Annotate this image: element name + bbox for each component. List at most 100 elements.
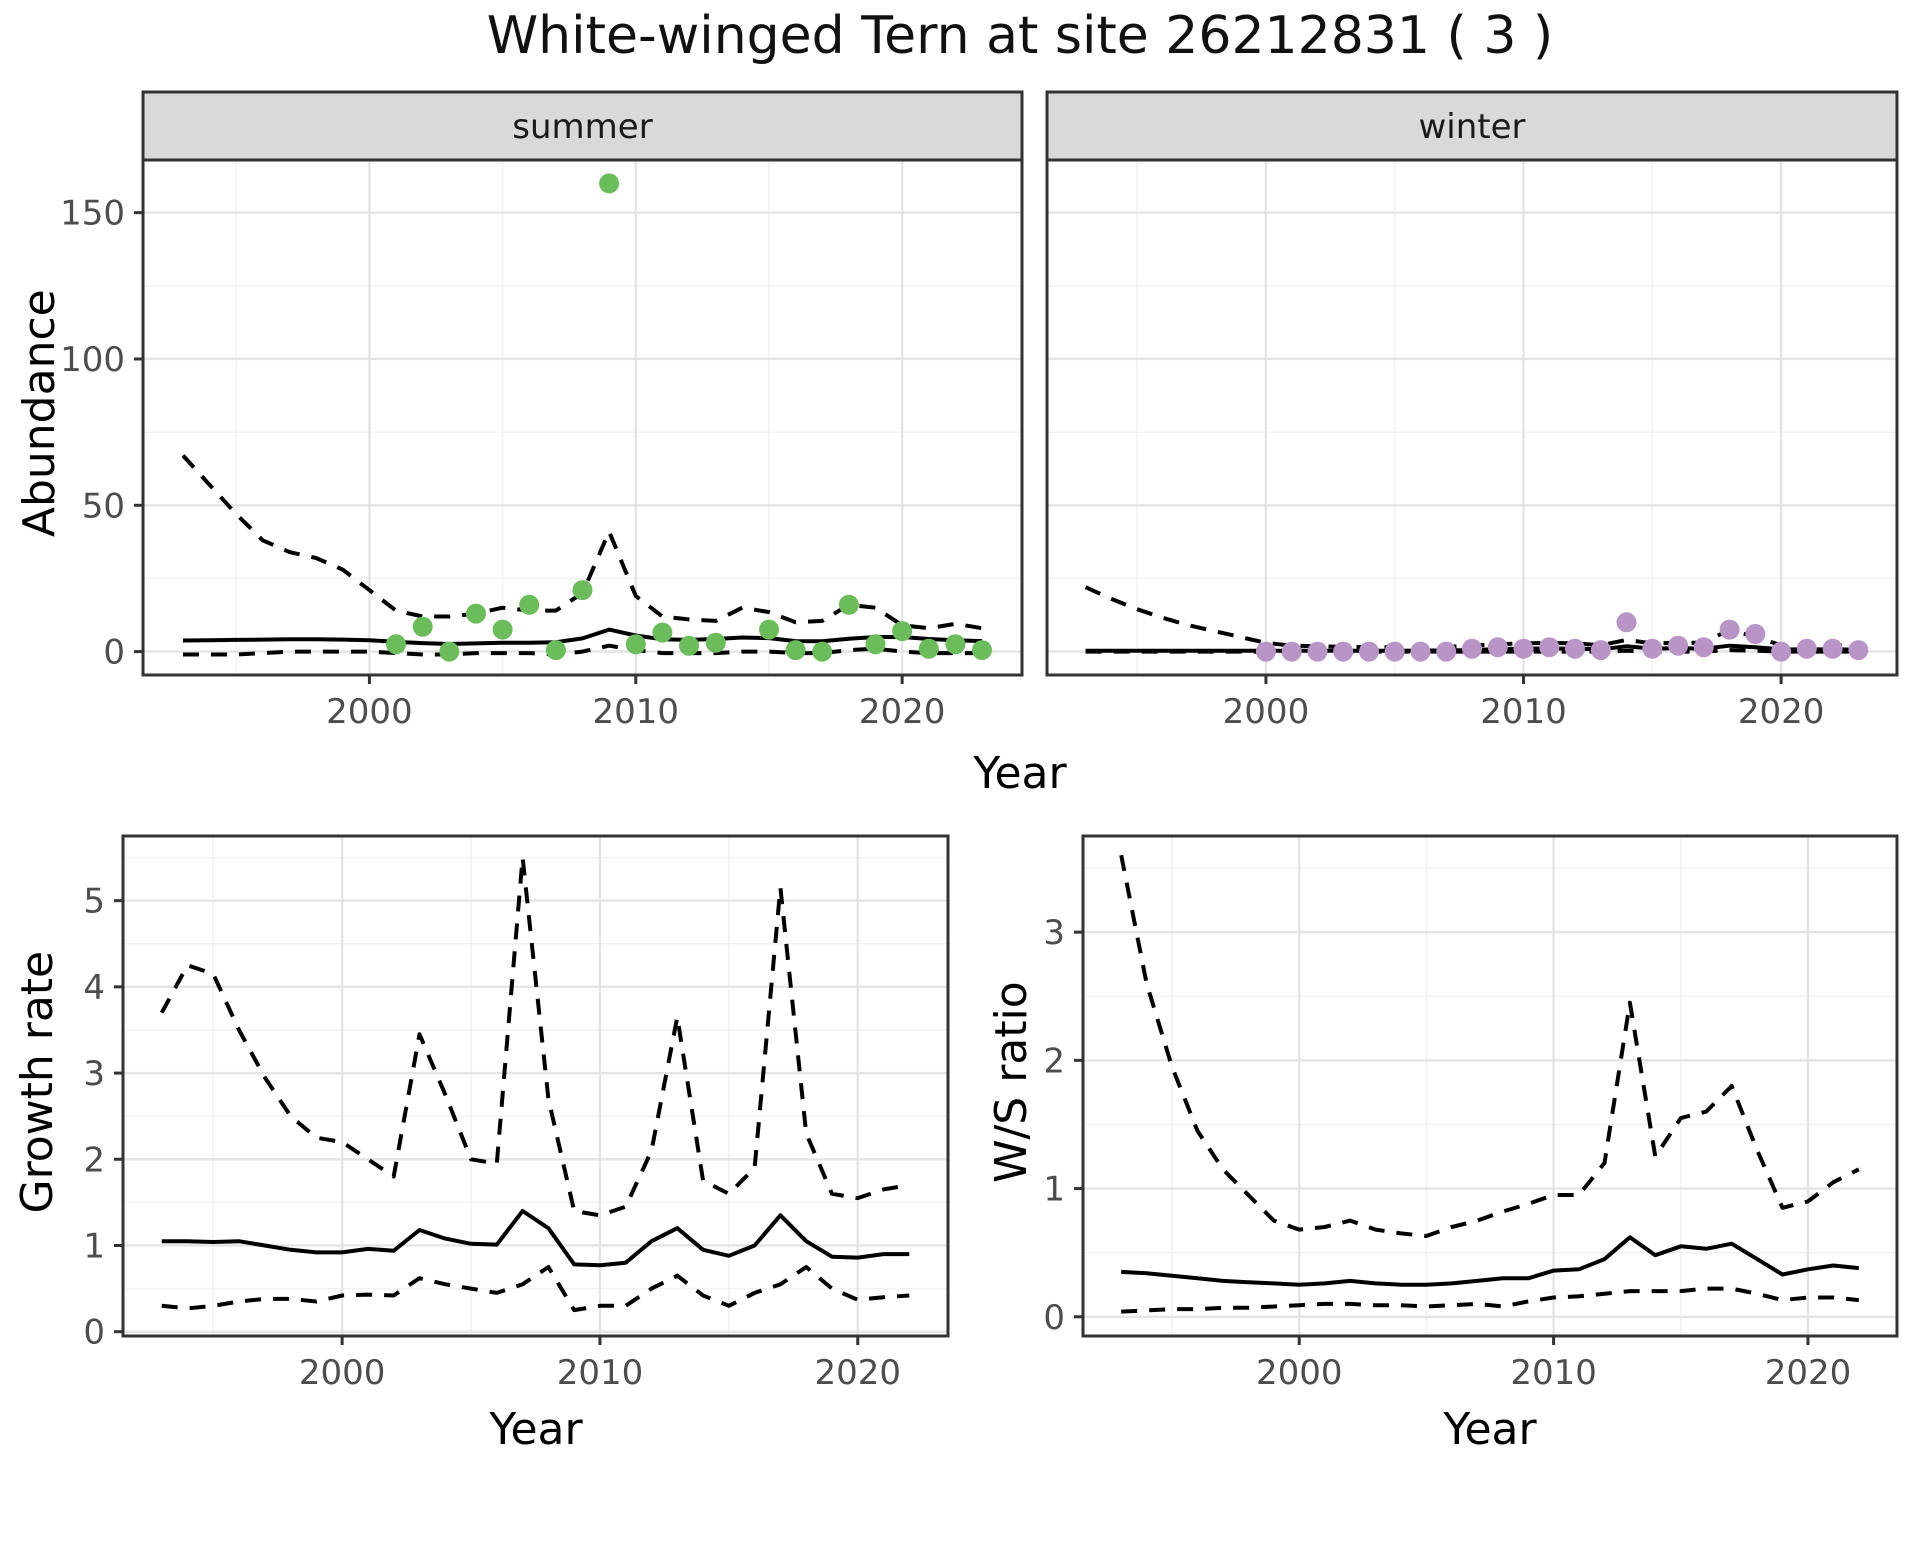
observation-point [1616, 612, 1637, 633]
observation-points [1255, 612, 1869, 662]
observation-point [1462, 638, 1482, 659]
observation-point [1255, 641, 1276, 662]
upper-ci-line [159, 855, 910, 1218]
panel-abundance-winter: winter 2000 2010 2020 [1045, 90, 1899, 732]
observation-point [1436, 641, 1457, 662]
panel-background [123, 836, 948, 1336]
axis-ticks: 2000 2010 2020 [1223, 675, 1825, 732]
observation-point [492, 619, 513, 640]
observation-point [1822, 638, 1843, 659]
x-tick-label: 2020 [859, 692, 946, 732]
lower-ci-line [183, 643, 982, 657]
observation-point [1487, 637, 1508, 658]
y-tick-label: 50 [82, 486, 125, 526]
lower-ci-line [161, 1265, 910, 1313]
y-tick-label: 3 [83, 1054, 105, 1094]
observation-point [1359, 641, 1379, 662]
observation-point [785, 640, 806, 661]
observation-point [1771, 641, 1792, 662]
y-tick-label: 3 [1043, 913, 1065, 953]
y-tick-label: 5 [83, 882, 105, 922]
grid-minor [123, 836, 948, 1336]
y-tick-label: 100 [60, 340, 125, 380]
observation-point [1410, 641, 1431, 662]
lower-ci-line [1085, 648, 1859, 654]
observation-point [466, 603, 486, 624]
observation-point [1513, 638, 1534, 659]
facet-strip-background [141, 90, 1024, 162]
observation-point [1307, 641, 1328, 662]
y-tick-label: 2 [1043, 1041, 1065, 1081]
panel-background [1047, 160, 1897, 675]
facet-strip: winter [1045, 90, 1899, 162]
observation-point [812, 641, 833, 662]
axis-ticks: 2000 2010 2020 0 1 2 3 [1043, 913, 1851, 1393]
observation-point [519, 594, 540, 615]
facet-strip-label: summer [512, 107, 652, 147]
observation-point [1333, 641, 1354, 662]
y-tick-label: 1 [1043, 1170, 1065, 1210]
observation-point [892, 621, 913, 642]
x-tick-label: 2010 [557, 1353, 644, 1393]
mean-line [182, 627, 983, 646]
panel-border [121, 834, 950, 1338]
y-tick-label: 2 [83, 1140, 105, 1180]
y-axis-title-abundance: Abundance [13, 289, 65, 538]
observation-points [386, 173, 992, 662]
observation-point [1719, 619, 1740, 640]
x-tick-label: 2000 [299, 1353, 386, 1393]
observation-point [1642, 638, 1663, 659]
observation-point [945, 634, 966, 655]
observation-point [625, 634, 646, 655]
mean-line [1121, 1235, 1860, 1287]
observation-point [1539, 637, 1560, 658]
y-tick-label: 150 [60, 194, 125, 234]
mean-line [161, 1209, 910, 1268]
observation-point [1796, 638, 1817, 659]
observation-point [705, 632, 726, 653]
facet-strip-background [1045, 90, 1899, 162]
observation-point [838, 594, 859, 615]
grid-major [1083, 836, 1897, 1336]
x-tick-label: 2020 [1738, 692, 1825, 732]
observation-point [972, 640, 992, 661]
x-tick-label: 2020 [1765, 1353, 1852, 1393]
axis-ticks: 2000 2010 2020 0 50 100 150 [60, 194, 945, 732]
grid-minor [143, 160, 1022, 675]
observation-point [412, 616, 433, 637]
observation-point [439, 641, 460, 662]
panel-growth-rate: 2000 2010 2020 0 1 2 3 4 5 [83, 834, 950, 1393]
observation-point [679, 635, 699, 656]
y-axis-title-ws-ratio: W/S ratio [985, 981, 1037, 1184]
x-tick-label: 2000 [1256, 1353, 1343, 1393]
observation-point [1693, 637, 1714, 658]
observation-point [545, 640, 566, 661]
x-axis-title-growth-rate: Year [489, 1404, 583, 1455]
grid-minor [1083, 836, 1897, 1336]
x-tick-label: 2000 [326, 692, 413, 732]
y-axis-title-growth-rate: Growth rate [11, 950, 63, 1214]
observation-point [1565, 638, 1585, 659]
y-tick-label: 4 [83, 968, 105, 1008]
panel-background [1083, 836, 1897, 1336]
x-axis-title-ws-ratio: Year [1443, 1404, 1537, 1455]
upper-ci-line [1119, 854, 1860, 1238]
observation-point [599, 173, 620, 194]
observation-point [1745, 624, 1766, 644]
x-axis-title-top: Year [973, 748, 1067, 799]
observation-point [1848, 640, 1869, 661]
observation-point [1590, 640, 1611, 661]
x-tick-label: 2010 [1510, 1353, 1597, 1393]
panel-abundance-summer: summer 2000 2010 2020 0 50 100 150 [60, 90, 1024, 732]
facet-strip-label: winter [1418, 107, 1525, 147]
observation-point [918, 638, 939, 659]
observation-point [1281, 641, 1302, 662]
panel-border [1081, 834, 1899, 1338]
y-tick-label: 1 [83, 1226, 105, 1266]
panel-ws-ratio: 2000 2010 2020 0 1 2 3 [1043, 834, 1899, 1393]
observation-point [1668, 635, 1689, 656]
grid-minor [1047, 160, 1897, 675]
facet-strip: summer [141, 90, 1024, 162]
